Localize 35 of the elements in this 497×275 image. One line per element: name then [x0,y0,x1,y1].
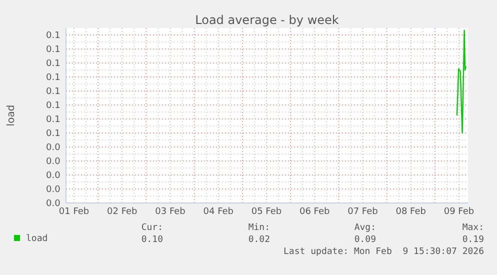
text: 0.02 [248,235,270,245]
y-tick-label: 0.1 [46,72,60,83]
y-tick-label: 0.0 [46,170,61,181]
x-tick-label: 05 Feb [251,207,282,218]
y-tick-label: 0.0 [46,142,61,153]
chart-title: Load average - by week [195,13,339,27]
y-tick-label: 0.0 [46,198,61,209]
y-tick-label: 0.1 [46,128,60,139]
text: 0.10 [141,235,163,245]
x-tick-label: 04 Feb [203,207,234,218]
x-tick-label: 02 Feb [107,207,138,218]
y-tick-label: 0.1 [46,30,60,41]
x-tick-label: 08 Feb [396,207,426,218]
x-tick-label: 07 Feb [348,207,378,218]
y-tick-label: 0.0 [46,156,61,167]
y-tick-label: 0.1 [46,100,60,111]
x-tick-label: 09 Feb [444,207,474,218]
legend-label: load [26,234,48,244]
text: Avg: [354,223,376,233]
y-tick-label: 0.1 [46,58,60,69]
text: 0.19 [462,235,484,245]
line-series [456,30,467,134]
text: Cur: [141,223,163,233]
x-tick-label: 01 Feb [58,207,90,218]
y-tick-label: 0.1 [46,114,60,125]
y-tick-label: 0.0 [46,184,61,195]
text: Last update: Mon Feb 9 15:30:07 2026 [284,247,484,257]
x-tick-label: 06 Feb [299,207,330,218]
text: Min: [248,223,270,233]
text: Max: [462,223,484,233]
x-tick-label: 03 Feb [155,207,186,218]
y-tick-label: 0.1 [46,44,60,55]
y-tick-label: 0.1 [46,86,60,97]
y-axis-title: load [6,104,17,126]
text: 0.09 [354,235,376,245]
